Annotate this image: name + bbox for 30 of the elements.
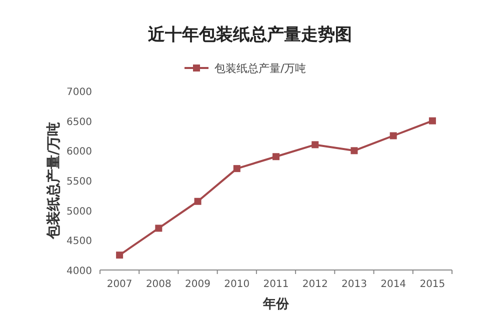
x-tick-label: 2010 [224, 279, 250, 290]
y-tick-label: 5500 [66, 176, 92, 188]
y-tick-label: 6000 [66, 146, 92, 158]
y-tick-label: 4500 [66, 236, 92, 248]
point [116, 252, 124, 259]
legend-label: 包装纸总产量/万吨 [214, 62, 306, 75]
y-tick-label: 6500 [66, 116, 92, 128]
point [155, 224, 162, 232]
x-axis-title: 年份 [262, 297, 290, 312]
x-tick-label: 2015 [420, 279, 446, 290]
y-tick-label: 4000 [66, 266, 92, 277]
chart-title: 近十年包装纸总产量走势图 [147, 25, 352, 45]
legend: 包装纸总产量/万吨 [184, 62, 306, 75]
x-tick-label: 2014 [380, 279, 406, 290]
point [390, 132, 397, 140]
x-tick-label: 2013 [341, 279, 367, 290]
point [312, 141, 319, 148]
point [272, 153, 280, 160]
point [233, 165, 240, 172]
x-tick-label: 2011 [263, 279, 289, 290]
point [194, 198, 202, 205]
y-tick-label: 5000 [66, 206, 92, 218]
x-tick-label: 2012 [302, 279, 328, 290]
point [428, 117, 436, 124]
y-axis-title: 包装纸总产量/万吨 [45, 122, 62, 240]
x-tick-label: 2008 [146, 279, 172, 290]
y-tick-label: 7000 [66, 87, 92, 98]
point [350, 147, 358, 154]
x-tick-label: 2007 [106, 279, 132, 290]
x-tick-label: 2009 [185, 279, 211, 290]
